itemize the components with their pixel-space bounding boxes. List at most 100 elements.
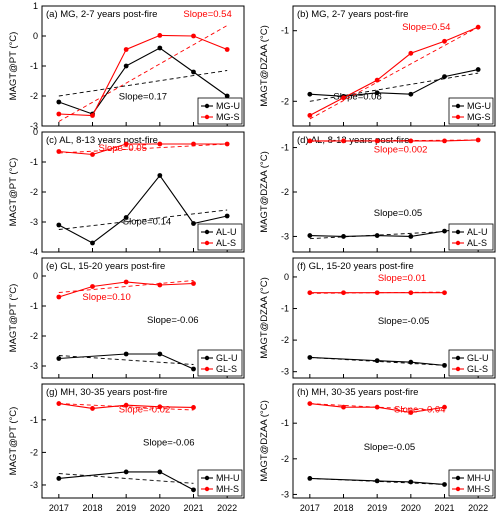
legend-marker-AL-S	[455, 240, 461, 246]
data-point-GL-U	[408, 359, 414, 365]
data-point-MG-S	[157, 33, 163, 38]
data-point-GL-S	[408, 290, 414, 296]
y-tick-label: -4	[30, 247, 38, 257]
data-point-MG-S	[307, 113, 313, 118]
legend-label-MG-U: MG-U	[216, 101, 240, 111]
panel-8: -3 -2 -1 2017 2018 2019 2020 2021 2022 MAGT@DZAA …	[259, 383, 496, 513]
data-point-MH-S	[191, 405, 196, 410]
legend: MH-UMH-S	[448, 469, 494, 497]
data-point-GL-S	[341, 290, 346, 296]
data-point-AL-S	[56, 149, 62, 154]
panel-5: -3 -2 -1 0 MAGT@PT (°C) (e) GL, 15-20 years p…	[8, 257, 245, 379]
data-point-AL-U	[224, 213, 230, 219]
legend-marker-MH-S	[204, 486, 210, 492]
series-line-GL-U	[309, 356, 445, 366]
series-line-MG-S	[58, 34, 228, 117]
y-axis-label: MAGT@DZAA (°C)	[259, 277, 270, 359]
trend-line-AL-S	[58, 143, 228, 154]
data-point-AL-U	[374, 233, 380, 238]
y-axis-label: MAGT@PT (°C)	[8, 284, 19, 353]
data-point-GL-S	[90, 284, 95, 289]
trend-line-MG-U	[58, 70, 228, 97]
legend-label-AL-U: AL-U	[467, 227, 488, 237]
y-tick-label: -2	[30, 187, 38, 197]
data-point-GL-U	[157, 351, 163, 357]
data-point-GL-U	[123, 351, 129, 357]
legend-label-MH-S: MH-S	[216, 484, 239, 494]
slope-label-MG-U: Slope=0.08	[333, 92, 381, 103]
panel-title: (h) MH, 30-35 years post-fire	[297, 387, 418, 398]
legend-label-MH-U: MH-U	[216, 473, 240, 483]
slope-label-AL-S: Slope=0.002	[374, 144, 428, 155]
data-point-MG-U	[475, 67, 481, 72]
series-line-AL-S	[58, 143, 228, 156]
y-tick-label: -2	[281, 335, 289, 345]
slope-label-MH-U: Slope=-0.05	[364, 442, 416, 453]
data-point-AL-S	[475, 137, 481, 143]
legend-box	[197, 469, 243, 497]
panel-title: (e) GL, 15-20 years post-fire	[46, 261, 165, 272]
data-point-MG-U	[157, 45, 163, 51]
data-point-MH-U	[191, 487, 196, 493]
data-point-AL-U	[307, 233, 313, 238]
data-point-AL-S	[191, 141, 196, 147]
legend-label-MH-U: MH-U	[467, 473, 491, 483]
legend-marker-GL-U	[455, 355, 461, 361]
data-point-GL-S	[56, 294, 62, 300]
slope-label-GL-U: Slope=-0.05	[378, 316, 430, 327]
data-point-GL-U	[56, 356, 62, 361]
slope-label-MH-S: Slope=-0.02	[119, 405, 171, 416]
legend-marker-AL-S	[204, 240, 210, 246]
slope-label-GL-S: Slope=0.01	[378, 273, 426, 284]
panel-1: -3 -2 -1 0 1 MAGT@PT (°C) (a) MG, 2-7 years po…	[8, 1, 245, 131]
y-tick-label: -3	[281, 367, 289, 377]
x-tick-label: 2022	[468, 503, 488, 513]
series-line-MH-U	[58, 471, 194, 491]
series-line-MH-U	[309, 477, 445, 486]
legend-marker-AL-U	[455, 229, 461, 235]
data-point-MH-S	[408, 410, 414, 415]
y-axis-label: MAGT@DZAA (°C)	[259, 151, 270, 233]
data-point-MG-S	[191, 33, 196, 39]
legend-label-GL-S: GL-S	[216, 364, 237, 374]
legend-box	[448, 469, 494, 497]
data-point-MH-U	[307, 476, 313, 481]
data-point-AL-U	[90, 240, 95, 246]
data-point-GL-S	[123, 279, 129, 285]
legend-marker-MH-U	[204, 475, 210, 481]
data-point-MG-S	[475, 24, 481, 30]
plot-frame	[41, 257, 245, 379]
data-point-MG-S	[123, 47, 129, 52]
panel-6: -3 -2 -1 0 MAGT@DZAA (°C) (f) GL, 15-20 years…	[259, 257, 496, 379]
panel-title: (c) AL, 8-13 years post-fire	[46, 135, 158, 146]
data-point-AL-S	[157, 141, 163, 147]
y-axis-label: MAGT@DZAA (°C)	[259, 25, 270, 107]
legend-label-MG-S: MG-S	[467, 112, 491, 122]
legend-marker-MG-U	[455, 103, 461, 109]
x-tick-label: 2017	[300, 503, 320, 513]
y-tick-label: -3	[30, 217, 38, 227]
data-point-MH-U	[408, 479, 414, 485]
panel-2: -2 -1 MAGT@DZAA (°C) (b) MG, 2-7 years post…	[259, 5, 496, 127]
data-point-GL-S	[157, 282, 163, 288]
data-point-AL-U	[191, 221, 196, 226]
y-tick-label: -2	[30, 331, 38, 341]
legend-marker-GL-S	[455, 366, 461, 372]
legend-marker-GL-S	[204, 366, 210, 372]
x-tick-label: 2019	[367, 503, 387, 513]
data-point-AL-S	[442, 138, 447, 144]
data-point-AL-S	[123, 141, 129, 147]
trend-line-MG-U	[309, 72, 479, 102]
y-tick-label: -1	[281, 418, 289, 428]
data-point-AL-U	[442, 228, 447, 234]
data-point-AL-S	[408, 138, 414, 144]
y-tick-label: -1	[30, 301, 38, 311]
y-tick-label: 0	[33, 31, 38, 41]
legend: GL-UGL-S	[448, 349, 494, 377]
trend-line-MG-S	[309, 26, 479, 120]
y-tick-label: -1	[281, 26, 289, 36]
slope-label-AL-U: Slope=0.14	[123, 216, 171, 227]
legend: MH-UMH-S	[197, 469, 243, 497]
trend-line-MH-S	[58, 403, 194, 411]
x-tick-label: 2021	[183, 503, 203, 513]
